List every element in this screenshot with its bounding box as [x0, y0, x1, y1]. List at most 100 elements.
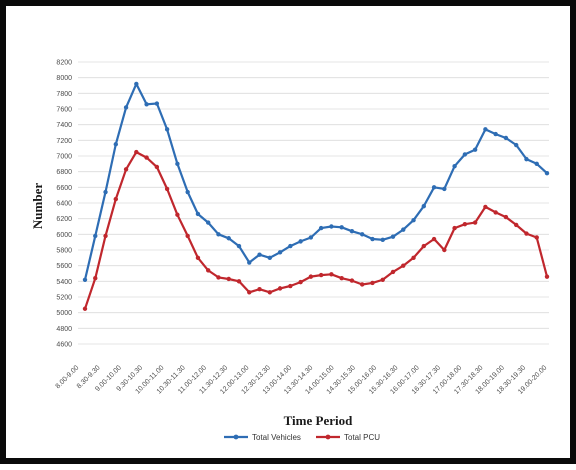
data-point	[493, 131, 498, 137]
data-point	[370, 236, 375, 242]
y-tick-label: 7200	[56, 138, 72, 145]
y-tick-label: 6200	[56, 216, 72, 223]
y-tick-label: 8000	[56, 75, 72, 82]
data-point	[288, 243, 293, 249]
y-axis-ticks: 4600 4800 5000 5200 5400 5600 5800 6000 6200 6400…	[56, 60, 72, 349]
data-point	[534, 235, 539, 240]
data-point	[493, 210, 498, 215]
data-point	[164, 186, 170, 192]
data-point	[380, 277, 385, 282]
y-tick-label: 5000	[56, 310, 72, 317]
data-point	[267, 290, 272, 295]
data-point	[472, 220, 478, 225]
y-tick-label: 7800	[56, 91, 72, 98]
data-point	[339, 225, 344, 230]
data-point	[534, 161, 539, 167]
data-point	[93, 276, 98, 281]
y-tick-label: 5400	[56, 279, 72, 286]
data-point	[452, 225, 457, 231]
legend-label: Total Vehicles	[252, 433, 301, 442]
y-tick-label: 6600	[56, 185, 72, 192]
data-point	[82, 277, 88, 282]
data-point	[380, 237, 385, 243]
data-point	[472, 147, 478, 152]
data-point	[349, 229, 355, 234]
data-point	[247, 260, 252, 265]
data-point	[257, 286, 262, 292]
data-point	[349, 278, 355, 283]
data-point	[431, 185, 437, 190]
data-point	[544, 171, 550, 176]
data-point	[195, 211, 201, 217]
data-point	[113, 142, 119, 147]
y-axis-title: Number	[30, 183, 45, 229]
y-tick-label: 7600	[56, 107, 72, 114]
data-point	[442, 186, 447, 192]
data-point	[360, 232, 365, 237]
y-tick-label: 4800	[56, 326, 72, 333]
data-point	[421, 243, 426, 249]
data-point	[401, 263, 406, 268]
data-point	[318, 272, 324, 278]
data-point	[277, 286, 283, 291]
data-point	[144, 102, 149, 107]
data-point	[226, 236, 231, 241]
data-point	[390, 234, 396, 239]
data-point	[452, 163, 457, 169]
data-point	[514, 222, 519, 228]
data-point	[503, 214, 509, 220]
y-tick-label: 6400	[56, 201, 72, 208]
data-point	[226, 276, 231, 282]
data-point	[483, 204, 488, 210]
y-tick-label: 7400	[56, 122, 72, 129]
data-point	[236, 279, 242, 284]
data-point	[318, 225, 324, 231]
data-point	[462, 221, 468, 227]
data-point	[308, 235, 314, 240]
data-point	[144, 155, 149, 160]
data-point	[93, 233, 98, 239]
data-point	[134, 81, 139, 87]
y-tick-label: 8200	[56, 60, 72, 67]
data-point	[514, 142, 519, 148]
data-point	[103, 189, 108, 195]
legend-marker	[233, 434, 239, 440]
data-point	[195, 255, 201, 261]
data-point	[247, 290, 252, 295]
data-point	[442, 247, 447, 253]
data-point	[524, 156, 529, 162]
legend-label: Total PCU	[344, 433, 380, 442]
data-point	[103, 233, 108, 239]
x-axis-ticks: 8.00-9.008.30-9.309.00-10.009.30-10.3010…	[55, 364, 549, 395]
data-point	[298, 239, 303, 244]
series-line-0	[83, 82, 548, 281]
data-point	[431, 236, 437, 242]
data-point	[123, 167, 129, 172]
x-axis-title: Time Period	[284, 413, 353, 428]
data-point	[185, 189, 190, 195]
y-tick-label: 5200	[56, 295, 72, 302]
data-point	[236, 243, 242, 249]
data-point	[524, 231, 529, 236]
data-point	[411, 255, 416, 261]
data-point	[113, 196, 119, 202]
data-point	[175, 212, 180, 217]
data-point	[462, 152, 468, 157]
data-point	[185, 233, 190, 239]
y-tick-label: 5800	[56, 248, 72, 255]
data-point	[329, 272, 334, 277]
series-line-1	[83, 151, 549, 310]
data-point	[175, 161, 180, 167]
series-layer	[82, 81, 550, 311]
data-point	[390, 269, 396, 275]
line-chart: 4600 4800 5000 5200 5400 5600 5800 6000 6200 6400…	[30, 60, 550, 442]
data-point	[421, 203, 426, 209]
legend: Total Vehicles Total PCU	[224, 433, 380, 442]
data-point	[216, 275, 221, 280]
data-point	[277, 250, 283, 255]
data-point	[288, 283, 293, 289]
grid-lines	[78, 61, 549, 345]
y-tick-label: 5600	[56, 263, 72, 270]
data-point	[401, 227, 406, 232]
